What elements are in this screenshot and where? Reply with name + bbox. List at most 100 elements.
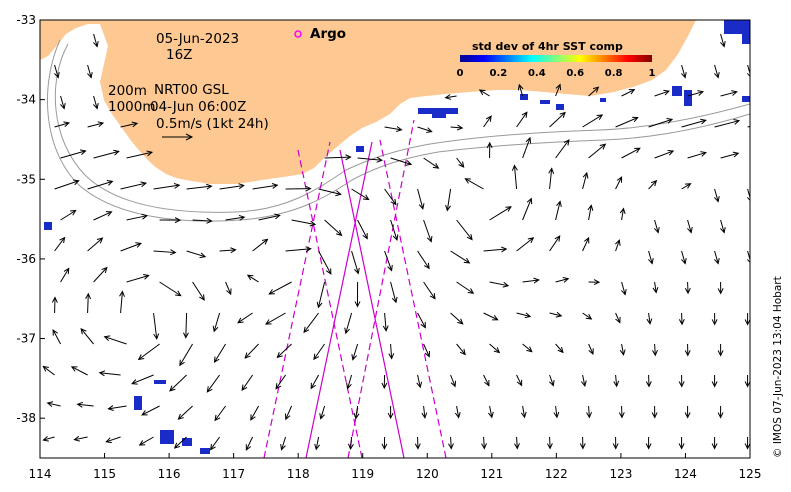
- current-arrow: [252, 183, 279, 190]
- current-arrow: [417, 250, 430, 270]
- altimeter-tracks: [263, 119, 447, 458]
- current-arrow: [448, 436, 454, 450]
- current-arrow: [417, 126, 433, 133]
- current-arrow: [687, 151, 707, 159]
- current-arrow: [747, 64, 750, 78]
- current-arrow: [456, 343, 466, 356]
- current-arrow: [276, 343, 292, 359]
- current-arrow: [648, 118, 674, 128]
- current-arrow: [486, 141, 493, 159]
- current-arrow: [324, 154, 352, 161]
- current-arrow: [219, 183, 245, 190]
- x-tick-label: 121: [480, 467, 503, 481]
- current-arrow: [120, 181, 148, 190]
- current-arrow: [489, 206, 512, 221]
- colorbar-tick-label: 0.8: [605, 68, 623, 79]
- current-arrow: [747, 250, 750, 264]
- current-arrow: [60, 149, 87, 159]
- current-arrow: [654, 219, 660, 234]
- current-arrow: [87, 179, 114, 190]
- current-arrow: [351, 250, 360, 275]
- current-arrow: [619, 343, 626, 356]
- current-arrow: [678, 312, 685, 326]
- current-arrow: [582, 312, 593, 320]
- current-arrow: [582, 114, 604, 128]
- plot-frame: [39, 19, 751, 459]
- current-arrow: [652, 343, 658, 357]
- date-label: 05-Jun-2023: [156, 31, 239, 47]
- current-arrow: [546, 436, 553, 450]
- current-arrow: [687, 90, 705, 97]
- current-arrow: [489, 281, 510, 288]
- current-arrow: [186, 183, 213, 190]
- current-arrow: [209, 436, 220, 451]
- colorbar-tick-label: 1: [649, 68, 656, 79]
- current-arrow: [588, 279, 601, 286]
- current-arrow: [711, 436, 718, 450]
- current-arrow: [54, 64, 60, 79]
- current-arrow: [444, 94, 457, 100]
- current-arrow: [85, 292, 92, 314]
- current-arrow: [291, 219, 317, 227]
- x-tick-label: 117: [222, 467, 245, 481]
- x-tick-label: 124: [674, 467, 697, 481]
- current-arrow: [153, 249, 177, 256]
- y-tick-label: -34: [16, 93, 36, 107]
- current-arrow: [252, 238, 269, 252]
- current-arrow: [382, 312, 389, 332]
- current-arrow: [456, 157, 465, 168]
- current-arrow: [387, 405, 394, 420]
- current-arrow: [714, 64, 720, 79]
- current-arrow: [548, 374, 555, 387]
- current-arrow: [192, 281, 205, 301]
- current-arrow: [553, 405, 560, 419]
- current-arrow: [313, 343, 325, 361]
- x-tick-label: 119: [351, 467, 374, 481]
- current-arrow: [549, 235, 561, 252]
- current-arrow: [351, 188, 370, 201]
- current-arrow: [615, 312, 621, 324]
- current-arrow: [241, 374, 253, 392]
- current-arrow: [483, 374, 490, 387]
- current-arrow: [489, 343, 501, 354]
- isobaths: [46, 39, 750, 222]
- current-arrow: [720, 151, 740, 159]
- current-arrow: [717, 343, 724, 357]
- y-tick-label: -36: [16, 252, 36, 266]
- current-arrow: [76, 401, 94, 408]
- current-arrow: [621, 147, 641, 159]
- current-arrow: [87, 237, 104, 252]
- current-arrow: [98, 370, 121, 377]
- current-arrow: [654, 89, 670, 97]
- current-arrow: [754, 152, 771, 158]
- current-arrow: [384, 126, 403, 132]
- current-arrow: [511, 164, 518, 190]
- x-tick-label: 123: [609, 467, 632, 481]
- current-arrow: [384, 188, 397, 206]
- current-arrow: [186, 250, 207, 259]
- current-arrow: [684, 343, 691, 357]
- current-arrow: [70, 366, 88, 376]
- current-arrow: [285, 246, 312, 253]
- current-arrow: [751, 406, 756, 417]
- current-arrow: [237, 312, 253, 324]
- current-arrow: [285, 185, 312, 192]
- current-arrow: [684, 405, 691, 419]
- current-arrow: [153, 312, 160, 340]
- current-arrow: [747, 125, 750, 128]
- current-arrow: [516, 312, 532, 319]
- current-arrow: [456, 281, 475, 294]
- current-arrow: [87, 64, 93, 79]
- current-arrow: [450, 250, 471, 264]
- x-tick-label: 116: [158, 467, 181, 481]
- current-arrow: [245, 436, 254, 451]
- current-arrow: [120, 242, 142, 252]
- current-arrow: [285, 405, 293, 421]
- current-arrow: [137, 343, 160, 361]
- current-arrow: [720, 219, 726, 234]
- colorbar-tick-label: 0.2: [490, 68, 508, 79]
- current-arrow: [652, 281, 659, 294]
- current-arrow: [87, 121, 105, 128]
- current-arrow: [42, 365, 55, 376]
